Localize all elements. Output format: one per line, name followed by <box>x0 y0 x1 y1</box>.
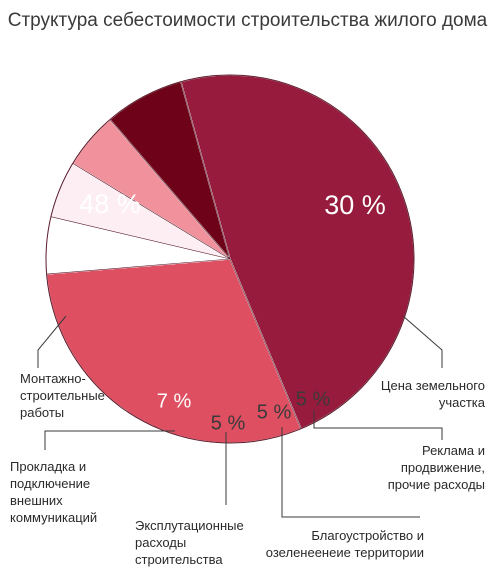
value-label: 5 % <box>296 388 331 410</box>
slice-separator <box>72 163 231 260</box>
slice-separator <box>109 119 231 260</box>
leader-line <box>281 427 420 518</box>
value-label: 30 % <box>324 190 386 220</box>
slice-separator <box>50 216 231 260</box>
value-label: 48 % <box>79 189 141 219</box>
chart-title: Структура себестоимости строительства жи… <box>7 10 488 31</box>
category-label: Благоустройство и озеленеенеие территории <box>266 528 424 560</box>
leader-line <box>37 315 67 368</box>
category-label: Эксплутационные расходы строительства <box>135 518 244 567</box>
category-label: Монтажно-строительные работы <box>20 371 105 420</box>
slice-separator <box>180 81 231 260</box>
slice-separator <box>46 258 231 275</box>
leader-line <box>402 315 443 368</box>
leader-line <box>44 430 175 450</box>
pie-outline <box>45 74 415 444</box>
value-label: 5 % <box>257 401 292 423</box>
value-label: 7 % <box>157 390 192 412</box>
value-label: 5 % <box>211 412 246 434</box>
category-label: Цена земельного участка <box>381 378 486 410</box>
leader-line <box>313 410 443 440</box>
category-label: Реклама и продвижение, прочие расходы <box>388 443 485 492</box>
category-label: Прокладка и подключение внешних коммуникаци… <box>10 459 97 525</box>
slice-separator <box>229 258 302 429</box>
